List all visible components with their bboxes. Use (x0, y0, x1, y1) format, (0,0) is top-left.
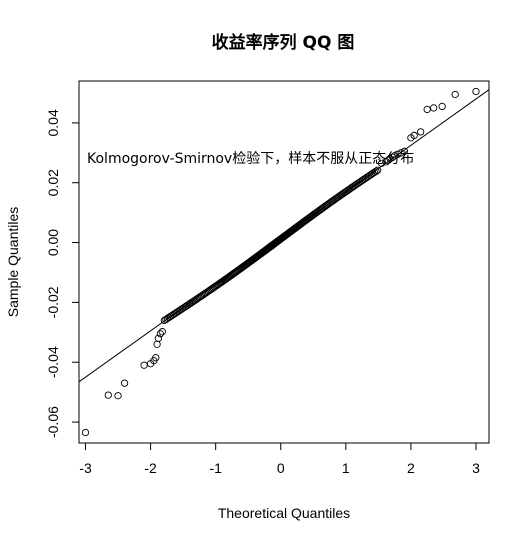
y-tick-label: 0.00 (45, 229, 61, 256)
chart-title: 收益率序列 QQ 图 (212, 32, 355, 53)
ks-test-annotation: Kolmogorov-Smirnov检验下，样本不服从正态分布 (87, 151, 414, 167)
qq-point (423, 105, 431, 114)
qq-point (120, 379, 129, 387)
x-tick-label: 2 (407, 460, 415, 476)
qq-point (158, 328, 166, 336)
qq-point (210, 283, 219, 291)
qq-point (377, 159, 386, 167)
qq-point (397, 149, 405, 157)
qq-point (152, 354, 160, 362)
qq-point (400, 147, 409, 155)
x-tick-label: 3 (472, 460, 480, 476)
qq-point (322, 201, 330, 210)
qq-point (451, 90, 459, 99)
y-axis: -0.06 -0.04 -0.02 0.00 0.02 0.04 (45, 109, 79, 438)
qq-point (140, 361, 148, 369)
qq-point (212, 282, 220, 290)
qq-point (153, 340, 161, 348)
plot-area (78, 87, 490, 437)
qq-point (321, 202, 329, 210)
y-tick-label: -0.04 (45, 346, 61, 378)
qq-point (472, 87, 480, 96)
y-tick-label: 0.04 (45, 109, 61, 136)
qq-point (372, 167, 380, 175)
y-axis-label: Sample Quantiles (5, 207, 21, 318)
qq-point (156, 330, 164, 338)
qq-point (114, 392, 122, 400)
qq-point (81, 428, 90, 437)
qq-point (373, 166, 382, 174)
qq-point (154, 334, 163, 342)
y-tick-label: -0.06 (45, 406, 61, 438)
qq-point (104, 391, 112, 399)
qq-point (394, 150, 402, 158)
x-tick-label: -3 (79, 460, 92, 476)
y-tick-label: 0.02 (45, 169, 61, 196)
qq-point (325, 200, 333, 208)
y-tick-label: -0.02 (45, 286, 61, 318)
x-tick-label: -2 (144, 460, 157, 476)
x-tick-label: 0 (277, 460, 285, 476)
qq-point (410, 131, 418, 140)
x-tick-label: -1 (209, 460, 222, 476)
x-axis-label: Theoretical Quantiles (218, 505, 350, 521)
qq-point (438, 102, 446, 111)
qq-point (323, 200, 332, 209)
qq-point (390, 152, 399, 160)
plot-frame (78, 80, 490, 444)
qq-point (320, 203, 328, 211)
qq-point (430, 104, 438, 112)
x-tick-label: 1 (342, 460, 350, 476)
x-axis: -3 -2 -1 0 1 2 3 (79, 443, 480, 476)
qq-point (417, 128, 425, 136)
qq-point (209, 284, 217, 292)
